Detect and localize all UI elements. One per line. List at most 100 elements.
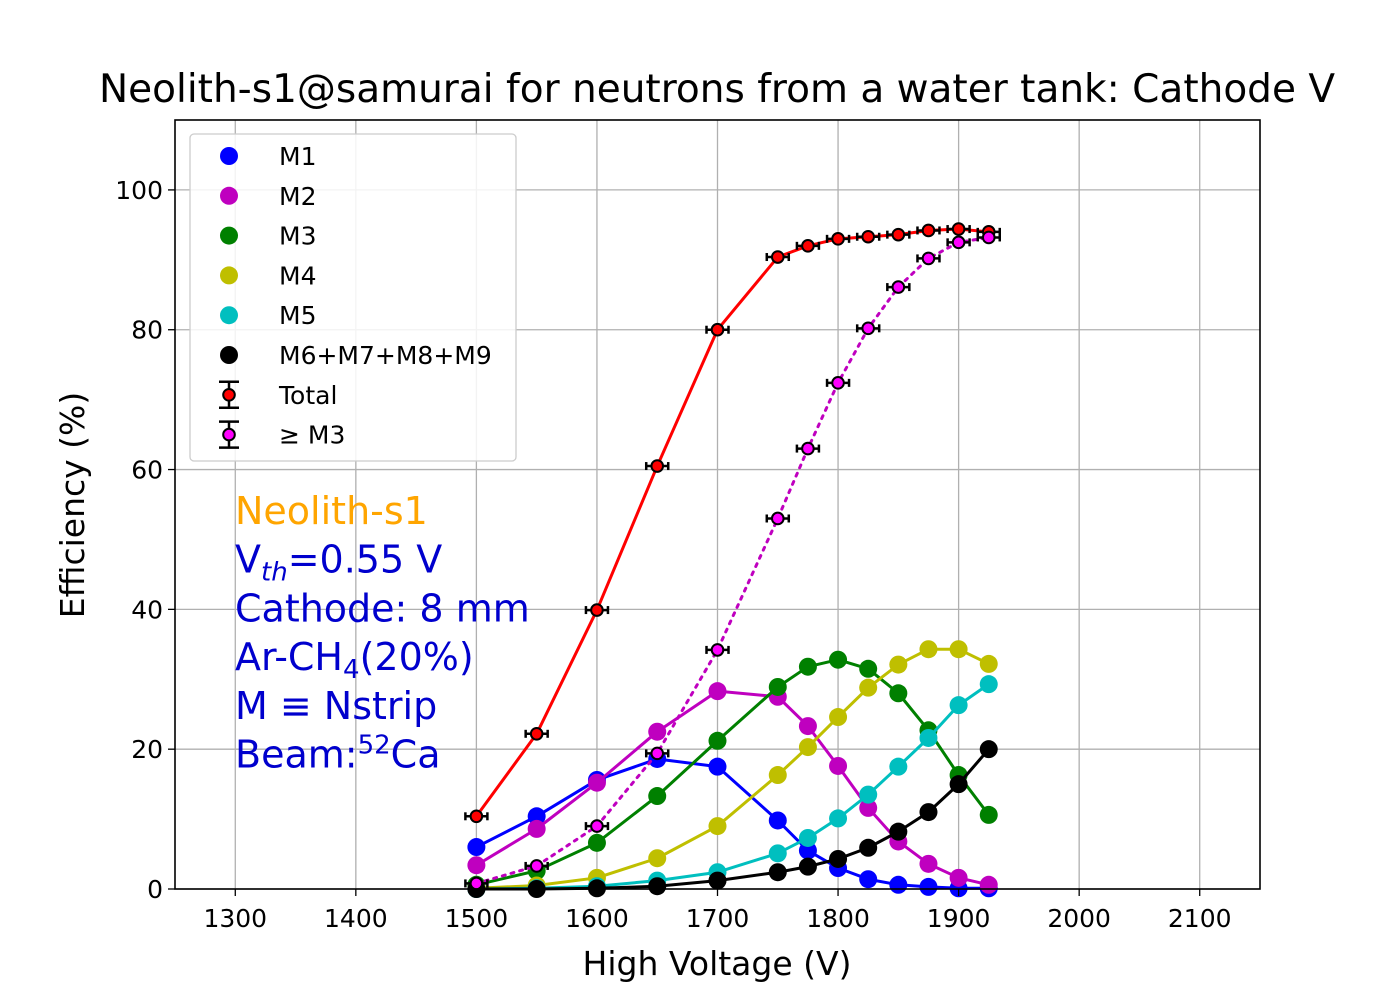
data-point <box>768 677 787 696</box>
legend-entry: M5 <box>220 301 316 330</box>
annotation-superscript: 52 <box>358 731 391 761</box>
annotation-text: Beam: <box>235 733 358 777</box>
y-tick-label: 60 <box>131 456 163 485</box>
data-point <box>798 841 817 860</box>
data-point <box>467 838 486 857</box>
data-point <box>708 817 727 836</box>
data-point <box>708 682 727 701</box>
data-point <box>979 805 998 824</box>
data-point <box>650 459 665 473</box>
data-point <box>889 684 908 703</box>
data-point <box>979 675 998 694</box>
annotation-line: M ≡ Nstrip <box>235 684 437 728</box>
legend-entry: M3 <box>220 222 316 251</box>
data-point <box>859 785 878 804</box>
data-point <box>710 643 725 657</box>
data-point <box>829 756 848 775</box>
data-point <box>527 819 546 838</box>
data-point <box>587 833 606 852</box>
data-point <box>467 856 486 875</box>
legend-label: M6+M7+M8+M9 <box>279 341 492 370</box>
data-point <box>979 654 998 673</box>
legend-label: ≥ M3 <box>279 421 345 450</box>
data-point <box>919 854 938 873</box>
legend-label: M4 <box>279 261 316 290</box>
y-axis-label: Efficiency (%) <box>53 392 92 619</box>
data-point <box>951 235 966 250</box>
series-m3 <box>464 230 1001 891</box>
legend-label: M5 <box>279 301 316 330</box>
legend-label: Total <box>278 381 337 410</box>
annotation-text: Neolith-s1 <box>235 489 428 533</box>
legend-entry: M2 <box>220 182 316 211</box>
data-point <box>708 757 727 776</box>
annotation-line: Beam:52Ca <box>235 731 440 777</box>
series-m1 <box>467 749 998 898</box>
data-point <box>708 871 727 890</box>
series-m6-m7-m8-m9 <box>467 740 998 898</box>
x-tick-label: 1500 <box>445 904 509 933</box>
data-point <box>949 696 968 715</box>
data-point <box>861 229 875 244</box>
data-point <box>770 511 785 526</box>
data-point <box>831 232 845 246</box>
annotation-line: Vth=0.55 V <box>235 538 442 588</box>
data-point <box>859 870 878 889</box>
x-tick-label: 1300 <box>203 904 267 933</box>
data-point <box>648 849 667 868</box>
data-point <box>829 650 848 669</box>
data-point <box>889 757 908 776</box>
legend-marker <box>220 226 238 245</box>
data-point <box>768 844 787 863</box>
legend-label: M2 <box>279 182 316 211</box>
data-point <box>768 766 787 785</box>
annotation-text: Ar-CH <box>235 635 343 679</box>
data-point <box>859 659 878 678</box>
data-point <box>529 727 544 741</box>
data-point <box>889 655 908 674</box>
data-point <box>798 717 817 736</box>
legend-marker <box>220 186 238 205</box>
series-line <box>476 682 990 891</box>
x-tick-label: 1800 <box>806 904 870 933</box>
data-point <box>798 657 817 676</box>
data-point <box>891 227 906 242</box>
data-point <box>891 280 906 294</box>
annotation-text: =0.55 V <box>288 538 443 582</box>
legend-label: M1 <box>279 142 316 171</box>
annotation-text: V <box>235 538 261 582</box>
legend-entry: ≥ M3 <box>219 420 345 450</box>
data-point <box>861 321 875 336</box>
y-tick-label: 80 <box>131 316 163 345</box>
series-line <box>474 235 991 885</box>
data-point <box>979 875 998 894</box>
legend: M1 M2 M3 M4 M5 M6+M7+M8+M9 Total ≥ M3 <box>189 133 517 462</box>
data-point <box>587 773 606 792</box>
annotation-text: M ≡ Nstrip <box>235 684 437 728</box>
data-point <box>921 251 936 266</box>
data-point <box>801 239 815 253</box>
data-point <box>889 822 908 841</box>
legend-entry: M1 <box>220 142 316 171</box>
annotation-line: Cathode: 8 mm <box>235 586 530 630</box>
data-point <box>708 731 727 750</box>
data-point <box>768 811 787 830</box>
data-point <box>919 877 938 896</box>
legend-label: M3 <box>279 222 316 251</box>
data-point <box>710 322 725 337</box>
legend-box <box>189 133 517 462</box>
data-point <box>590 603 604 617</box>
y-tick-label: 0 <box>147 875 163 904</box>
x-tick-label: 1400 <box>324 904 388 933</box>
y-tick-label: 100 <box>115 176 163 205</box>
annotation-text: Ca <box>391 733 441 777</box>
data-point <box>949 775 968 794</box>
series-layer <box>464 222 1001 898</box>
data-point <box>829 849 848 868</box>
data-point <box>951 222 966 236</box>
data-point <box>859 838 878 857</box>
legend-entry: Total <box>219 380 337 410</box>
data-point <box>648 722 667 741</box>
data-point <box>801 441 815 456</box>
data-point <box>469 876 484 891</box>
